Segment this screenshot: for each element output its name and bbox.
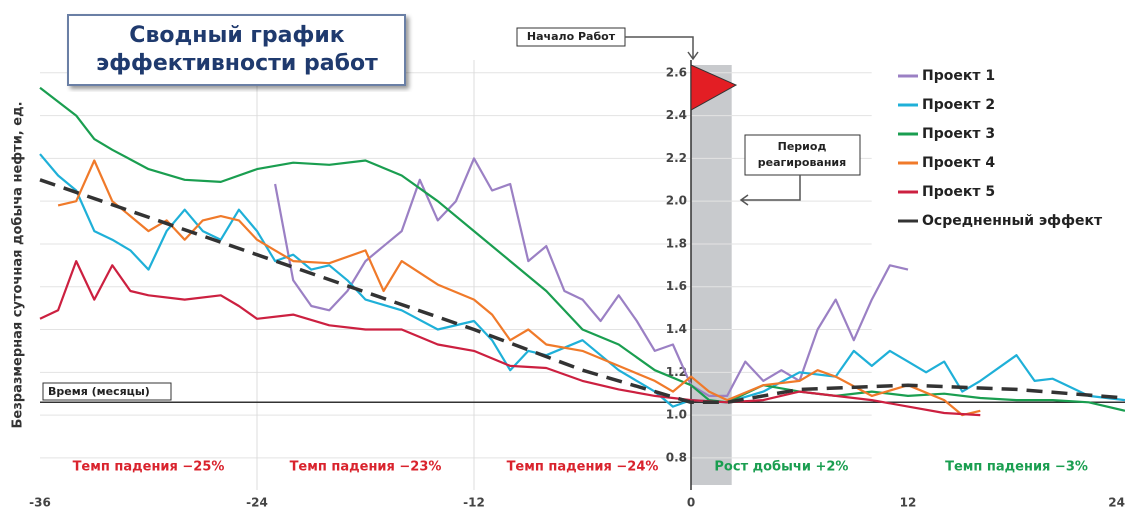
- xlabel-box: [42, 382, 172, 401]
- y-tick-label: 1.8: [666, 236, 687, 250]
- annotation: Темп падения −23%: [290, 460, 442, 475]
- x-axis-label: Время (месяцы): [48, 385, 150, 398]
- y-tick-label: 2.0: [666, 194, 687, 208]
- legend-label: Проект 2: [922, 97, 995, 113]
- y-tick-label: 1.2: [666, 365, 687, 379]
- annotation: Темп падения −24%: [507, 460, 659, 475]
- y-tick-label: 2.2: [666, 151, 687, 165]
- annotation: Темп падения −3%: [945, 460, 1088, 475]
- legend-label: Проект 3: [922, 126, 995, 142]
- y-tick-label: 1.0: [666, 408, 687, 422]
- y-tick-label: 1.6: [666, 279, 687, 293]
- title-box: [67, 14, 406, 86]
- annotation: Рост добычи +2%: [714, 460, 848, 475]
- series-line: [274, 157, 909, 397]
- series-line: [57, 159, 981, 417]
- response-period: [691, 65, 732, 485]
- y-tick-label: 0.8: [666, 450, 687, 464]
- series-line: [39, 153, 1125, 408]
- period-label: Период: [778, 140, 827, 153]
- y-tick-label: 2.4: [666, 108, 687, 122]
- start-arrow: [625, 36, 699, 61]
- series-line: [39, 178, 1125, 405]
- x-tick-label: 0: [687, 496, 695, 510]
- x-tick-label: 24: [1108, 496, 1125, 510]
- x-tick-label: -24: [246, 496, 268, 510]
- series-line: [39, 260, 981, 417]
- legend-label: Проект 5: [922, 184, 995, 200]
- legend-label: Проект 1: [922, 68, 995, 84]
- y-tick-label: 2.6: [666, 65, 687, 79]
- start-flag: [690, 64, 738, 111]
- legend-label: Осредненный эффект: [922, 213, 1103, 229]
- y-axis-label: Безразмерная суточная добыча нефти, ед.: [11, 101, 26, 428]
- period-box: [744, 134, 861, 176]
- start-label: Начало Работ: [527, 30, 616, 43]
- x-tick-label: -36: [29, 496, 51, 510]
- x-tick-label: -12: [463, 496, 485, 510]
- y-tick-label: 1.4: [666, 322, 687, 336]
- period-label: реагирования: [758, 156, 846, 169]
- legend-label: Проект 4: [922, 155, 995, 171]
- period-arrow: [739, 175, 801, 206]
- chart-title: Сводный график: [129, 23, 344, 48]
- annotation: Темп падения −25%: [73, 460, 225, 475]
- chart-title: эффективности работ: [96, 51, 378, 76]
- x-tick-label: 12: [900, 496, 917, 510]
